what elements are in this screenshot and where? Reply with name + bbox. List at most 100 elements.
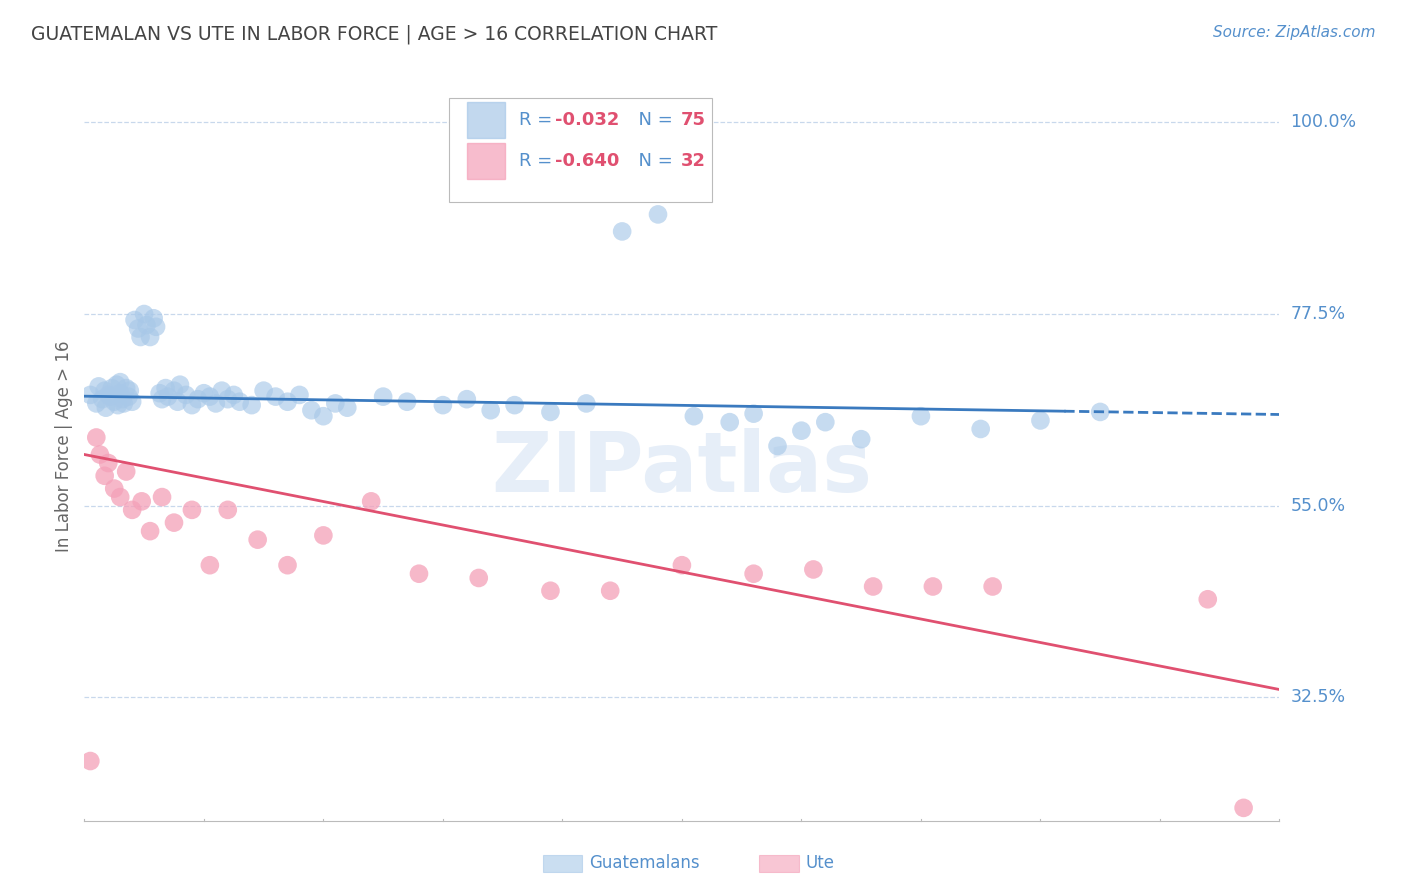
- Point: [575, 396, 598, 410]
- Point: [301, 403, 323, 417]
- Point: [325, 396, 347, 410]
- Point: [803, 562, 825, 576]
- Point: [181, 503, 204, 517]
- Point: [93, 384, 115, 398]
- Point: [742, 407, 765, 421]
- Point: [360, 494, 382, 508]
- Point: [246, 533, 269, 547]
- Point: [468, 571, 491, 585]
- Point: [1029, 413, 1052, 427]
- Point: [396, 394, 419, 409]
- Point: [97, 388, 120, 402]
- Point: [139, 524, 162, 538]
- Point: [100, 390, 122, 404]
- Point: [110, 386, 132, 401]
- Y-axis label: In Labor Force | Age > 16: In Labor Force | Age > 16: [55, 340, 73, 552]
- Point: [174, 388, 197, 402]
- Point: [373, 390, 395, 404]
- Point: [110, 490, 132, 504]
- Point: [94, 401, 117, 415]
- Point: [217, 503, 239, 517]
- Point: [336, 401, 359, 415]
- Text: R =: R =: [519, 112, 558, 129]
- Point: [166, 394, 188, 409]
- Point: [121, 503, 143, 517]
- Point: [198, 390, 221, 404]
- Point: [150, 392, 173, 407]
- Point: [599, 583, 621, 598]
- Point: [671, 558, 693, 573]
- FancyBboxPatch shape: [449, 97, 711, 202]
- Point: [229, 394, 252, 409]
- Point: [922, 580, 945, 594]
- Point: [851, 432, 873, 446]
- Point: [312, 409, 335, 424]
- Point: [456, 392, 478, 407]
- Point: [145, 319, 167, 334]
- Point: [1233, 801, 1256, 815]
- Text: -0.032: -0.032: [555, 112, 620, 129]
- Point: [105, 377, 128, 392]
- Point: [97, 456, 120, 470]
- Point: [1197, 592, 1219, 607]
- Point: [135, 318, 157, 332]
- Point: [222, 388, 245, 402]
- Point: [1090, 405, 1112, 419]
- Point: [79, 388, 101, 402]
- Text: 55.0%: 55.0%: [1291, 497, 1346, 515]
- Point: [288, 388, 311, 402]
- Point: [862, 580, 884, 594]
- Text: Source: ZipAtlas.com: Source: ZipAtlas.com: [1212, 25, 1375, 40]
- Point: [981, 580, 1004, 594]
- Point: [970, 422, 993, 436]
- Point: [112, 396, 135, 410]
- Point: [142, 311, 165, 326]
- FancyBboxPatch shape: [759, 855, 799, 872]
- Point: [479, 403, 502, 417]
- Point: [187, 392, 209, 407]
- Point: [540, 405, 562, 419]
- Point: [129, 330, 152, 344]
- Point: [312, 528, 335, 542]
- Point: [118, 384, 141, 398]
- Point: [253, 384, 276, 398]
- Point: [814, 415, 837, 429]
- Point: [149, 386, 172, 401]
- Text: R =: R =: [519, 153, 558, 170]
- Point: [683, 409, 706, 424]
- Point: [87, 379, 110, 393]
- Point: [86, 396, 108, 410]
- Point: [408, 566, 430, 581]
- Point: [93, 468, 115, 483]
- Text: 100.0%: 100.0%: [1291, 113, 1357, 131]
- Text: 75: 75: [681, 112, 706, 129]
- Point: [766, 439, 789, 453]
- FancyBboxPatch shape: [543, 855, 582, 872]
- Point: [163, 384, 186, 398]
- Point: [264, 390, 287, 404]
- Point: [89, 448, 111, 462]
- Point: [647, 207, 669, 221]
- Point: [240, 398, 263, 412]
- Point: [110, 375, 132, 389]
- Point: [103, 482, 125, 496]
- Point: [181, 398, 204, 412]
- Point: [86, 430, 108, 444]
- Point: [910, 409, 932, 424]
- Point: [91, 392, 114, 407]
- Point: [277, 394, 299, 409]
- Point: [211, 384, 233, 398]
- Point: [169, 377, 191, 392]
- Point: [432, 398, 454, 412]
- Point: [277, 558, 299, 573]
- Point: [127, 321, 149, 335]
- Point: [115, 465, 138, 479]
- Point: [742, 566, 765, 581]
- Point: [132, 307, 156, 321]
- Point: [117, 390, 139, 404]
- Text: GUATEMALAN VS UTE IN LABOR FORCE | AGE > 16 CORRELATION CHART: GUATEMALAN VS UTE IN LABOR FORCE | AGE >…: [31, 25, 717, 45]
- Text: 77.5%: 77.5%: [1291, 305, 1346, 323]
- Point: [79, 754, 101, 768]
- Point: [124, 313, 146, 327]
- Point: [217, 392, 239, 407]
